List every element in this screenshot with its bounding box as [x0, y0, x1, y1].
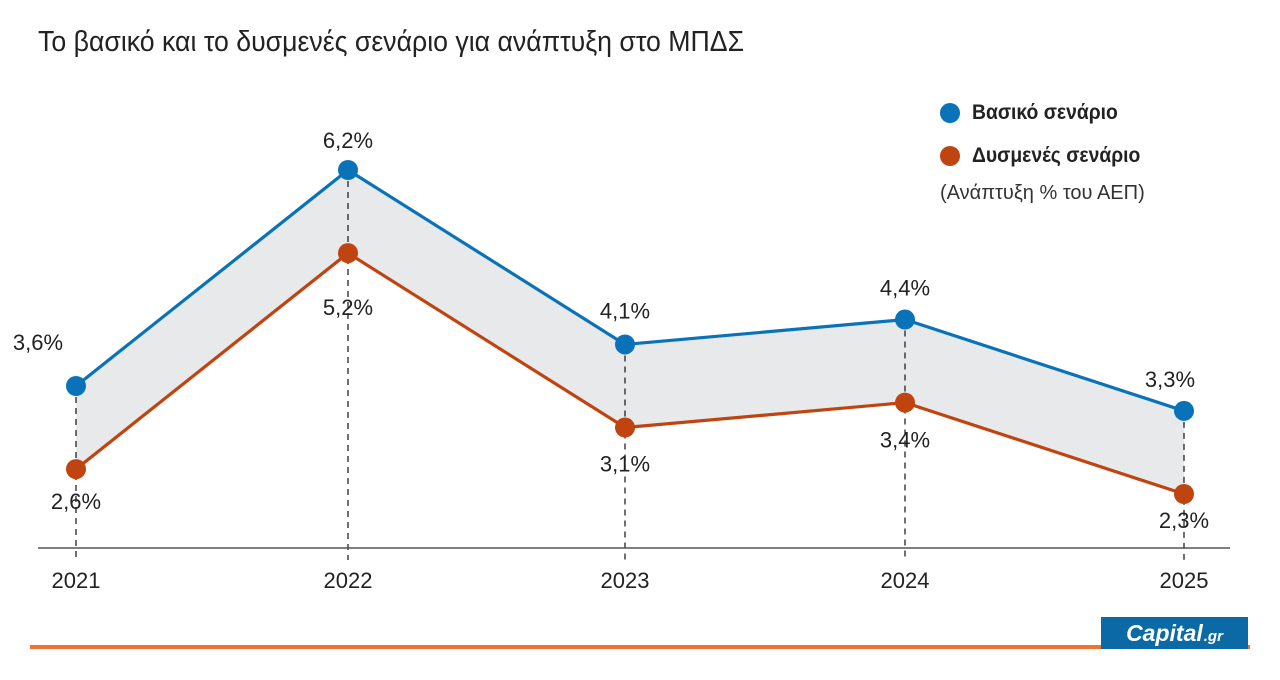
legend-label-adverse: Δυσμενές σενάριο	[972, 144, 1141, 167]
x-tick-label: 2023	[601, 568, 650, 593]
series-points	[66, 160, 1194, 504]
x-tick-label: 2021	[52, 568, 101, 593]
base-point	[615, 334, 635, 355]
data-labels: 3,6% 6,2% 4,1% 4,4% 3,3% 2,6% 5,2% 3,1% 3,4% 2,3%	[13, 128, 1209, 533]
adverse-point	[1174, 484, 1194, 504]
legend-marker-base	[940, 103, 960, 123]
base-data-label: 4,4%	[880, 276, 930, 301]
x-tick-labels: 2021 2022 2023 2024 2025	[52, 568, 1209, 593]
year-guides	[75, 170, 1185, 560]
adverse-point	[338, 243, 358, 264]
base-point	[1174, 400, 1194, 421]
legend-note: (Ανάπτυξη % του ΑΕΠ)	[940, 182, 1145, 204]
x-tick-label: 2024	[881, 568, 930, 593]
adverse-data-label: 3,4%	[880, 428, 930, 453]
adverse-point	[615, 417, 635, 438]
scenario-band	[76, 170, 1184, 494]
brand-name: Capital	[1126, 619, 1203, 646]
base-point	[66, 376, 86, 396]
base-data-label: 4,1%	[600, 298, 650, 323]
adverse-point	[895, 392, 915, 413]
adverse-data-label: 5,2%	[323, 295, 373, 320]
legend-item-adverse: Δυσμενές σενάριο	[940, 141, 1155, 171]
adverse-data-label: 3,1%	[600, 452, 650, 477]
legend: Βασικό σενάριο Δυσμενές σενάριο (Ανάπτυξ…	[940, 98, 1155, 205]
base-data-label: 3,3%	[1145, 367, 1195, 392]
legend-label-base: Βασικό σενάριο	[972, 101, 1118, 124]
adverse-data-label: 2,3%	[1159, 508, 1209, 533]
chart-title: Το βασικό και το δυσμενές σενάριο για αν…	[38, 26, 745, 58]
line-chart: 2021 2022 2023 2024 2025 3,6% 6,2% 4,1% 4,4% 3,3…	[13, 128, 1230, 593]
adverse-point	[66, 459, 86, 480]
footer-accent-line	[30, 645, 1250, 649]
brand-tld: .gr	[1203, 627, 1223, 645]
base-point	[895, 309, 915, 330]
base-data-label: 3,6%	[13, 330, 63, 355]
legend-item-base: Βασικό σενάριο	[940, 98, 1155, 128]
x-tick-label: 2022	[324, 568, 373, 593]
x-tick-label: 2025	[1160, 568, 1209, 593]
base-point	[338, 160, 358, 180]
legend-marker-adverse	[940, 146, 960, 166]
brand-logo: Capital .gr	[1101, 617, 1248, 649]
adverse-data-label: 2,6%	[51, 489, 101, 514]
base-data-label: 6,2%	[323, 128, 373, 153]
